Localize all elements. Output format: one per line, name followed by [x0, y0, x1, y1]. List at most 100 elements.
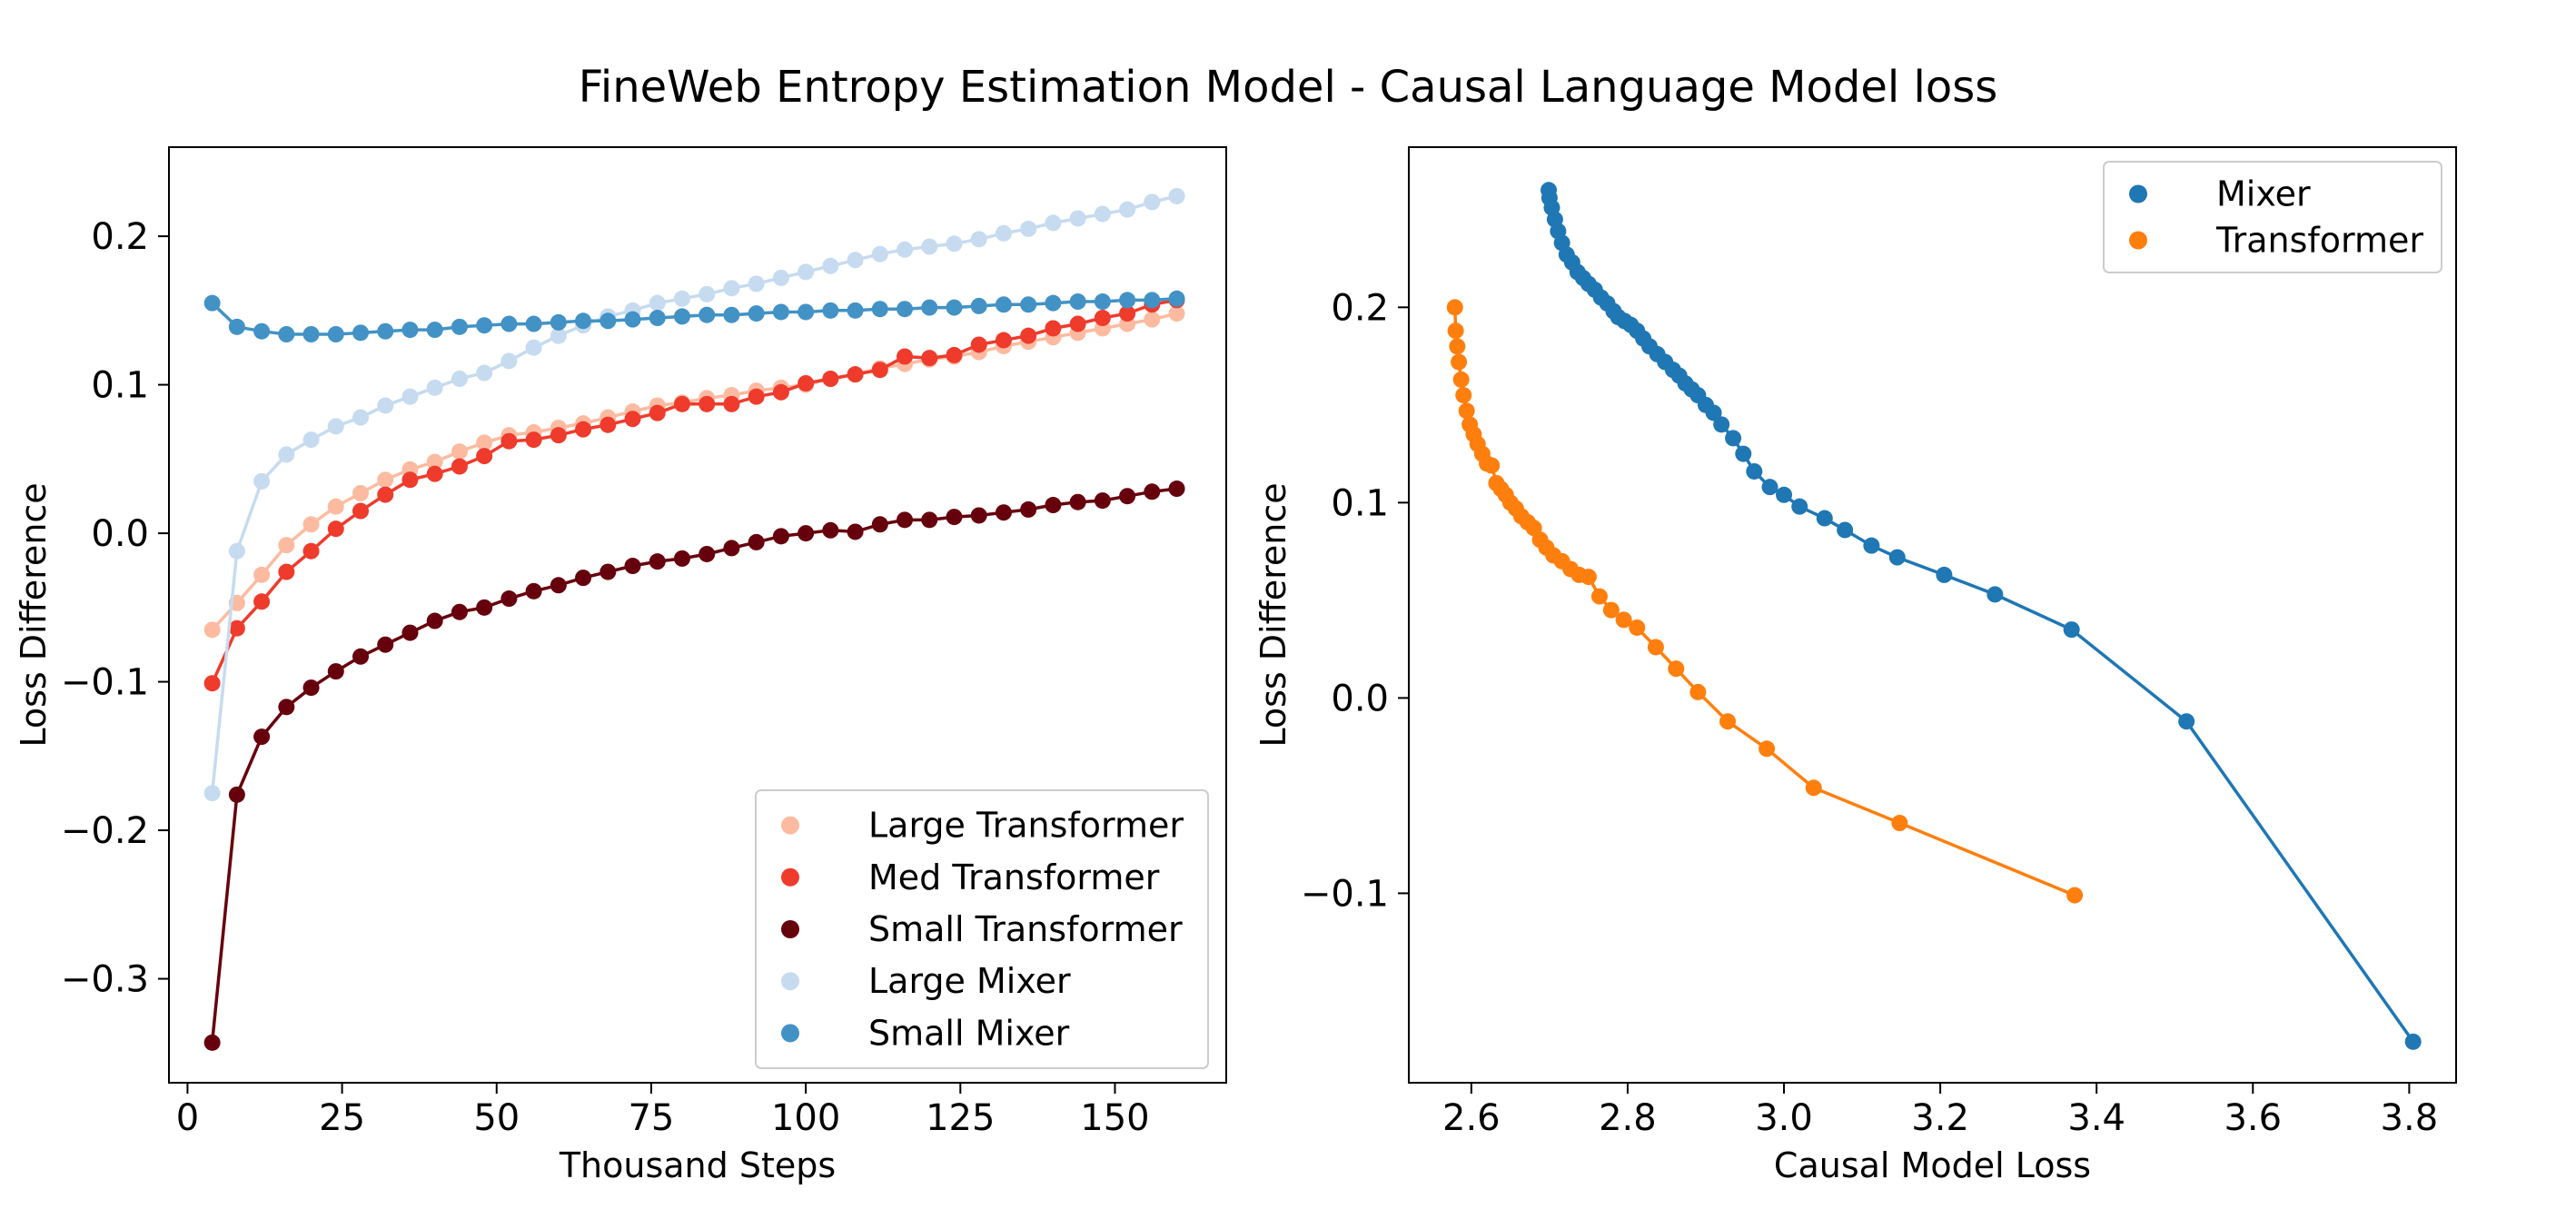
left-large-transformer-point	[253, 566, 271, 583]
left-large-mixer-point	[649, 294, 666, 312]
left-legend-label-large-transformer: Large Transformer	[868, 806, 1184, 846]
left-small-transformer-point	[871, 516, 888, 533]
right-mixer-point	[1541, 182, 1558, 199]
left-large-mixer-point	[798, 263, 815, 281]
left-small-mixer-point	[550, 313, 567, 331]
left-small-mixer-point	[253, 322, 271, 340]
left-med-transformer-point	[253, 593, 271, 610]
left-x-tick-label: 25	[319, 1097, 365, 1139]
left-med-transformer-point	[426, 465, 443, 482]
left-legend-marker-small-transformer	[781, 920, 799, 938]
left-large-mixer-point	[278, 446, 295, 463]
right-mixer-point	[1936, 566, 1953, 583]
right-x-tick-label: 3.6	[2224, 1097, 2282, 1139]
left-large-transformer-point	[278, 537, 295, 554]
right-transformer-point	[1719, 713, 1737, 730]
left-med-transformer-point	[278, 563, 295, 580]
left-y-tick-label: 0.1	[91, 365, 149, 407]
right-x-axis-label: Causal Model Loss	[1774, 1145, 2091, 1185]
right-mixer-point	[1816, 510, 1833, 527]
left-small-mixer-point	[748, 305, 765, 322]
right-transformer-point	[1449, 338, 1466, 355]
left-small-mixer-point	[1020, 296, 1037, 313]
left-large-mixer-point	[1094, 205, 1111, 223]
left-small-transformer-point	[921, 511, 938, 529]
right-mixer-point	[1837, 521, 1854, 539]
left-small-transformer-point	[698, 545, 716, 562]
left-small-mixer-point	[897, 301, 914, 318]
left-large-transformer-point	[377, 471, 394, 489]
right-transformer-point	[1446, 299, 1463, 316]
left-large-mixer-point	[253, 472, 271, 490]
left-large-mixer-point	[822, 257, 839, 274]
left-small-mixer-point	[401, 322, 419, 339]
left-legend-label-small-transformer: Small Transformer	[868, 909, 1183, 949]
right-y-axis-label: Loss Difference	[1253, 482, 1293, 747]
right-mixer-point	[1725, 430, 1742, 447]
left-small-transformer-point	[203, 1034, 221, 1051]
right-legend-box	[2103, 161, 2442, 273]
left-med-transformer-point	[377, 486, 394, 503]
left-legend-label-med-transformer: Med Transformer	[868, 857, 1160, 897]
left-small-mixer-point	[1119, 292, 1136, 309]
left-large-mixer-point	[525, 339, 542, 356]
left-med-transformer-point	[476, 448, 493, 465]
left-small-transformer-point	[228, 786, 245, 803]
left-x-tick-label: 150	[1080, 1097, 1149, 1139]
right-mixer-point	[1888, 549, 1906, 566]
right-legend-marker-mixer	[2129, 184, 2147, 203]
left-small-mixer-point	[847, 302, 864, 319]
left-large-mixer-point	[327, 418, 344, 435]
left-med-transformer-point	[847, 366, 864, 383]
left-large-mixer-point	[748, 275, 765, 292]
left-small-transformer-point	[253, 728, 271, 746]
left-large-mixer-point	[550, 327, 567, 344]
left-small-transformer-point	[1144, 483, 1161, 500]
right-transformer-point	[1458, 402, 1475, 420]
left-small-transformer-point	[772, 528, 789, 545]
left-small-transformer-point	[575, 570, 592, 587]
left-large-mixer-point	[203, 785, 221, 802]
left-small-mixer-point	[476, 317, 493, 334]
left-y-tick-label: 0.2	[91, 216, 149, 258]
right-y-tick-label: 0.0	[1331, 678, 1389, 719]
right-mixer-point	[2178, 713, 2195, 730]
figure-title: FineWeb Entropy Estimation Model - Causa…	[579, 62, 1997, 113]
left-small-mixer-point	[377, 322, 394, 340]
right-x-tick-label: 2.8	[1599, 1097, 1657, 1139]
right-transformer-point	[1452, 371, 1470, 388]
left-small-transformer-point	[946, 509, 963, 526]
right-legend: Mixer Transformer	[2103, 161, 2442, 273]
left-small-mixer-point	[1094, 293, 1111, 311]
left-large-mixer-point	[1020, 220, 1037, 237]
left-large-transformer-point	[1168, 305, 1185, 322]
left-small-mixer-point	[946, 299, 963, 316]
left-large-mixer-point	[352, 409, 370, 426]
left-y-axis-label: Loss Difference	[14, 482, 54, 747]
left-x-tick-label: 0	[176, 1097, 199, 1139]
left-small-transformer-point	[352, 648, 370, 665]
left-legend-marker-med-transformer	[781, 867, 799, 887]
left-large-mixer-point	[451, 371, 468, 388]
left-small-transformer-point	[451, 603, 468, 620]
left-small-mixer-point	[426, 322, 443, 339]
left-legend-label-large-mixer: Large Mixer	[868, 961, 1071, 1001]
left-small-transformer-point	[278, 699, 295, 716]
left-med-transformer-point	[525, 431, 542, 449]
left-med-transformer-point	[946, 346, 963, 363]
right-x-tick-label: 3.2	[1911, 1097, 1969, 1139]
right-axes-frame	[1408, 146, 2457, 1084]
left-x-tick-label: 100	[771, 1097, 840, 1139]
left-large-mixer-line	[210, 194, 1177, 794]
left-y-tick-label: −0.3	[61, 959, 149, 1001]
left-small-transformer-point	[525, 582, 542, 600]
left-med-transformer-point	[1020, 327, 1037, 344]
right-mixer-point	[1791, 498, 1808, 515]
left-small-transformer-point	[673, 550, 690, 567]
right-transformer-point	[1689, 683, 1707, 700]
left-med-transformer-point	[1045, 320, 1062, 337]
left-large-mixer-point	[302, 431, 320, 449]
left-small-mixer-point	[278, 326, 295, 342]
right-legend-label-mixer: Mixer	[2216, 174, 2311, 214]
left-small-transformer-point	[748, 533, 765, 550]
